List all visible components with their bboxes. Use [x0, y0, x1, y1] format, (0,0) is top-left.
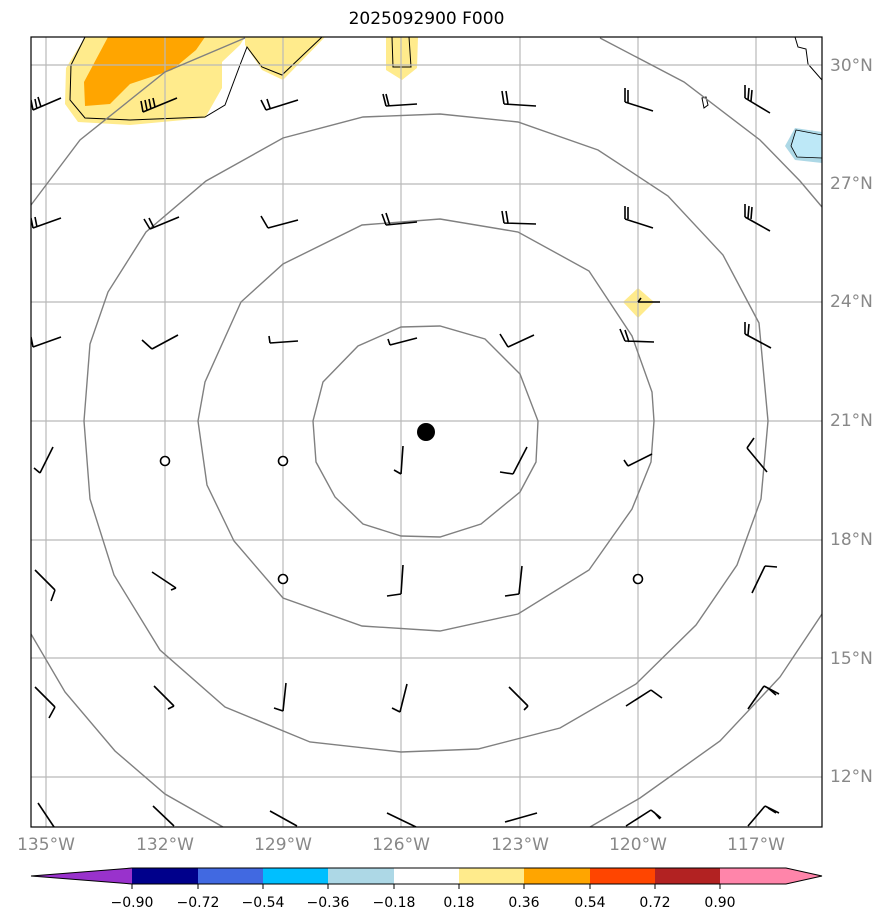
lon-label-120w: 120°W: [609, 835, 667, 855]
map-title: 2025092900 F000: [348, 9, 505, 29]
lon-label-123w: 123°W: [491, 835, 549, 855]
colorbar-tick-label: 0.54: [574, 895, 606, 911]
coastline: [69, 37, 822, 121]
filled-contours: [65, 37, 822, 318]
colorbar-tick-label: −0.90: [110, 895, 154, 911]
colorbar: [30, 867, 823, 889]
lat-label-27n: 27°N: [830, 174, 873, 194]
storm-center-marker: [417, 423, 435, 441]
map-frame: [30, 36, 823, 828]
lon-label-126w: 126°W: [372, 835, 430, 855]
lat-label-15n: 15°N: [830, 649, 873, 669]
lon-label-129w: 129°W: [254, 835, 312, 855]
calm-markers: [159, 455, 644, 585]
lat-label-21n: 21°N: [830, 411, 873, 431]
lat-label-30n: 30°N: [830, 56, 873, 76]
colorbar-tick-label: 0.18: [443, 895, 475, 911]
wind-barbs: [31, 85, 780, 827]
colorbar-tick-label: −0.72: [176, 895, 220, 911]
range-rings: [31, 37, 822, 827]
lon-label-135w: 135°W: [17, 835, 75, 855]
colorbar-tick-label: 0.72: [639, 895, 671, 911]
lon-label-132w: 132°W: [136, 835, 194, 855]
colorbar-tick-label: −0.54: [241, 895, 285, 911]
colorbar-tick-label: 0.36: [508, 895, 540, 911]
lat-label-24n: 24°N: [830, 292, 873, 312]
gridlines: [31, 37, 822, 827]
lat-label-12n: 12°N: [830, 767, 873, 787]
colorbar-tick-label: −0.36: [306, 895, 350, 911]
colorbar-tick-label: 0.90: [704, 895, 736, 911]
lat-label-18n: 18°N: [830, 530, 873, 550]
lon-label-117w: 117°W: [727, 835, 785, 855]
colorbar-tick-label: −0.18: [372, 895, 416, 911]
